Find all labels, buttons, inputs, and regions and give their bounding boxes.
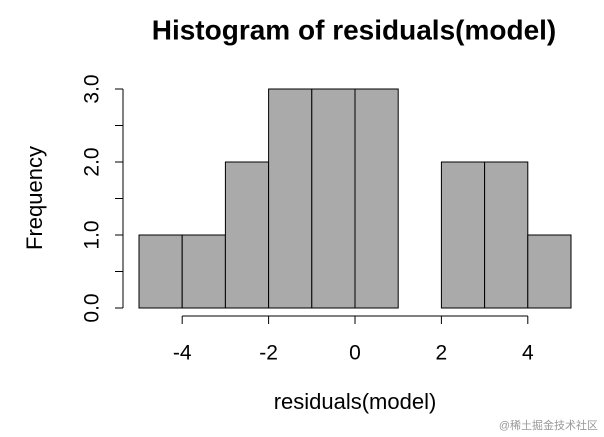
x-tick-label: 4 — [522, 342, 534, 365]
y-tick-label: 1.0 — [81, 220, 104, 249]
bar — [484, 161, 529, 309]
x-tick-label: 0 — [349, 342, 361, 365]
bar — [527, 234, 572, 309]
bar — [224, 161, 270, 309]
bar — [181, 234, 226, 309]
y-tick-label: 2.0 — [81, 147, 104, 176]
chart-title: Histogram of residuals(model) — [152, 14, 557, 45]
x-tick-label: -2 — [259, 342, 278, 365]
bar — [138, 234, 183, 309]
y-axis-label: Frequency — [22, 146, 47, 250]
y-tick-label: 0.0 — [81, 293, 104, 322]
bar — [440, 161, 486, 309]
bar — [354, 88, 399, 309]
x-tick-label: 2 — [436, 342, 448, 365]
y-tick-label: 3.0 — [81, 74, 104, 103]
watermark: @稀土掘金技术社区 — [499, 418, 598, 432]
x-axis-label: residuals(model) — [274, 389, 437, 414]
bar — [268, 88, 313, 309]
x-tick-label: -4 — [173, 342, 192, 365]
bar — [311, 88, 356, 309]
